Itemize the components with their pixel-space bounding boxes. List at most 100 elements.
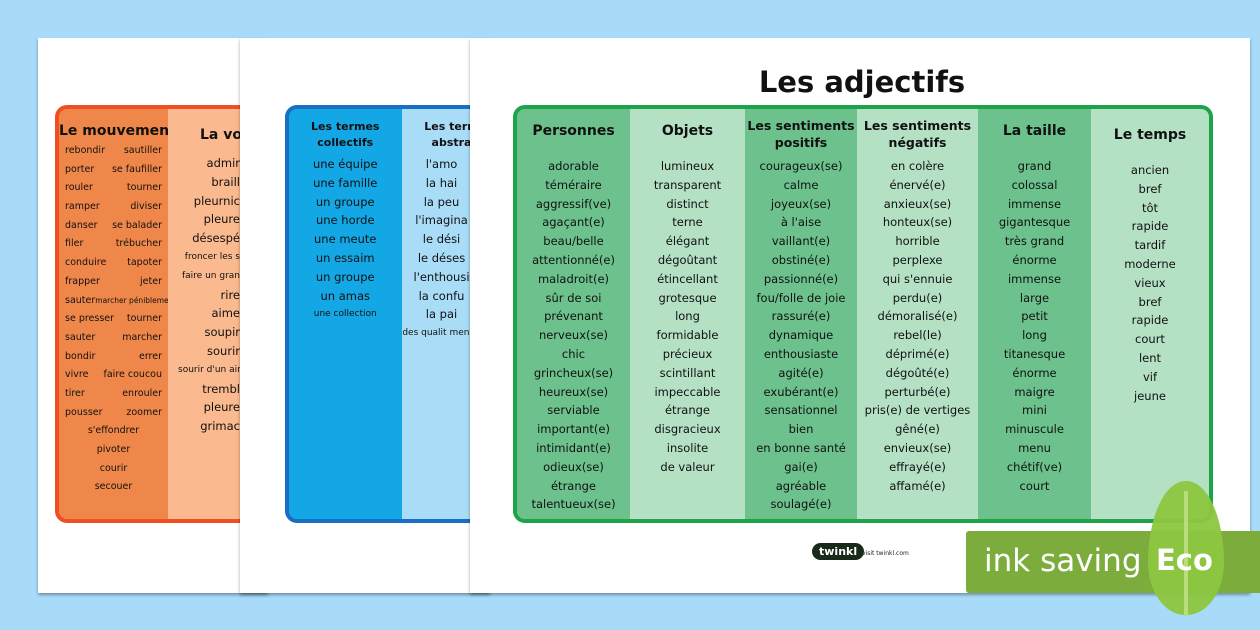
twinkl-logo: twinkl [812,543,865,560]
word: trembl [202,381,240,396]
word: très grand [1004,234,1065,249]
eco-badge: ink saving Eco [966,481,1260,616]
word-pair-row: porter se faufiller [59,161,168,180]
word: étincellant [657,271,718,286]
word: énervé(e) [889,177,946,192]
word: une équipe [312,157,378,171]
word: soupir [204,325,240,340]
word: beau/belle [543,234,604,249]
word: diviser [130,201,162,213]
word: affamé(e) [889,478,946,493]
word: chétif(ve) [1006,459,1063,474]
adjective-column: Objets lumineux transparent distinct terne él… [630,109,745,519]
word: faire coucou [103,369,162,381]
word: maigre [1014,384,1055,399]
word: bref [1138,181,1162,196]
word: fou/folle de joie [756,290,846,305]
movement-panel: Le mouvement rebondir sautiller porter se f… [55,105,268,523]
word: mini [1022,403,1047,418]
word: perdu(e) [892,290,943,305]
word: long [1022,328,1047,343]
word: vieux [1134,275,1166,290]
adjective-column: Le temps ancien bref tôt rapide tardif moderne… [1091,109,1209,519]
word: rouler [65,182,93,194]
word: bref [1138,294,1162,309]
word-pair-row: sauter marcher [59,329,168,348]
word: pleurnic [193,193,240,208]
word: dynamique [768,328,834,343]
word-pair-row: sauter marcher péniblement [59,292,176,311]
word: faire un gran [182,270,240,281]
word: rassuré(e) [771,309,831,324]
word: menu [1018,440,1051,455]
word: court [1019,478,1050,493]
word: frapper [65,275,100,287]
nouns-panel: Les termes collectifs une équipe une fami… [285,105,490,523]
column-title: La vo [200,127,242,143]
word: courir [99,462,128,474]
word: vif [1142,369,1158,384]
word: marcher [122,331,162,343]
adjective-column: La taille grand colossal immense gigantesque… [978,109,1091,519]
word: pousser [65,406,103,418]
word-pair-row: bondir errer [59,348,168,367]
word: vaillant(e) [771,234,831,249]
word: pleure [203,400,240,415]
word-pair-row: tirer enrouler [59,385,168,404]
word: désespé [192,231,240,246]
word: élégant [665,234,710,249]
word: vivre [65,369,89,381]
word: bien [788,422,814,437]
word: sûr de soi [545,290,602,305]
word: conduire [65,257,107,269]
word: soulagé(e) [770,497,832,512]
word: important(e) [537,422,610,437]
word: terne [672,215,703,230]
word: disgracieux [654,422,721,437]
word-pair-row: danser se balader [59,217,168,236]
word: la hai [425,175,458,190]
word: courageux(se) [759,159,843,173]
word: rebondir [65,145,105,156]
word: pleure [203,212,240,227]
word: braill [211,174,240,189]
word: sourir [207,343,240,358]
word: lumineux [660,159,715,173]
word: perturbé(e) [884,384,951,399]
word: une collection [313,309,377,320]
word: maladroit(e) [537,271,610,286]
word: tourner [126,182,162,194]
word: la peu [423,194,460,209]
word: une meute [314,232,377,247]
word: titanesque [1003,346,1066,361]
word: joyeux(se) [770,196,832,211]
word-pair-row: ramper diviser [59,198,168,217]
word: immense [1007,196,1062,211]
word: exubérant(e) [763,384,839,399]
word: tardif [1134,238,1166,253]
word: sauter [65,331,96,343]
word: transparent [653,177,722,192]
word: dégoûtant [657,252,718,267]
word-pair-row: conduire tapoter [59,254,168,273]
word: immense [1007,271,1062,286]
word: aime [211,306,240,321]
word: en colère [890,159,945,173]
column-title: Les sentiments positifs [747,118,855,150]
word: long [675,309,700,324]
word: colossal [1011,177,1058,192]
word: scintillant [659,365,716,380]
word: grotesque [658,290,717,305]
word: jeune [1134,388,1166,403]
word: tourner [126,313,162,325]
column-title: Objets [661,123,714,139]
word: danser [65,219,98,231]
word: secouer [94,481,133,493]
word: sauter [65,294,96,306]
word: tôt [1141,200,1159,215]
word: un essaim [315,250,375,265]
eco-label: Eco [1156,543,1213,577]
column-title: Les termes collectifs [311,120,380,149]
word: aggressif(ve) [535,196,612,211]
column-title: Le mouvement [59,123,176,139]
